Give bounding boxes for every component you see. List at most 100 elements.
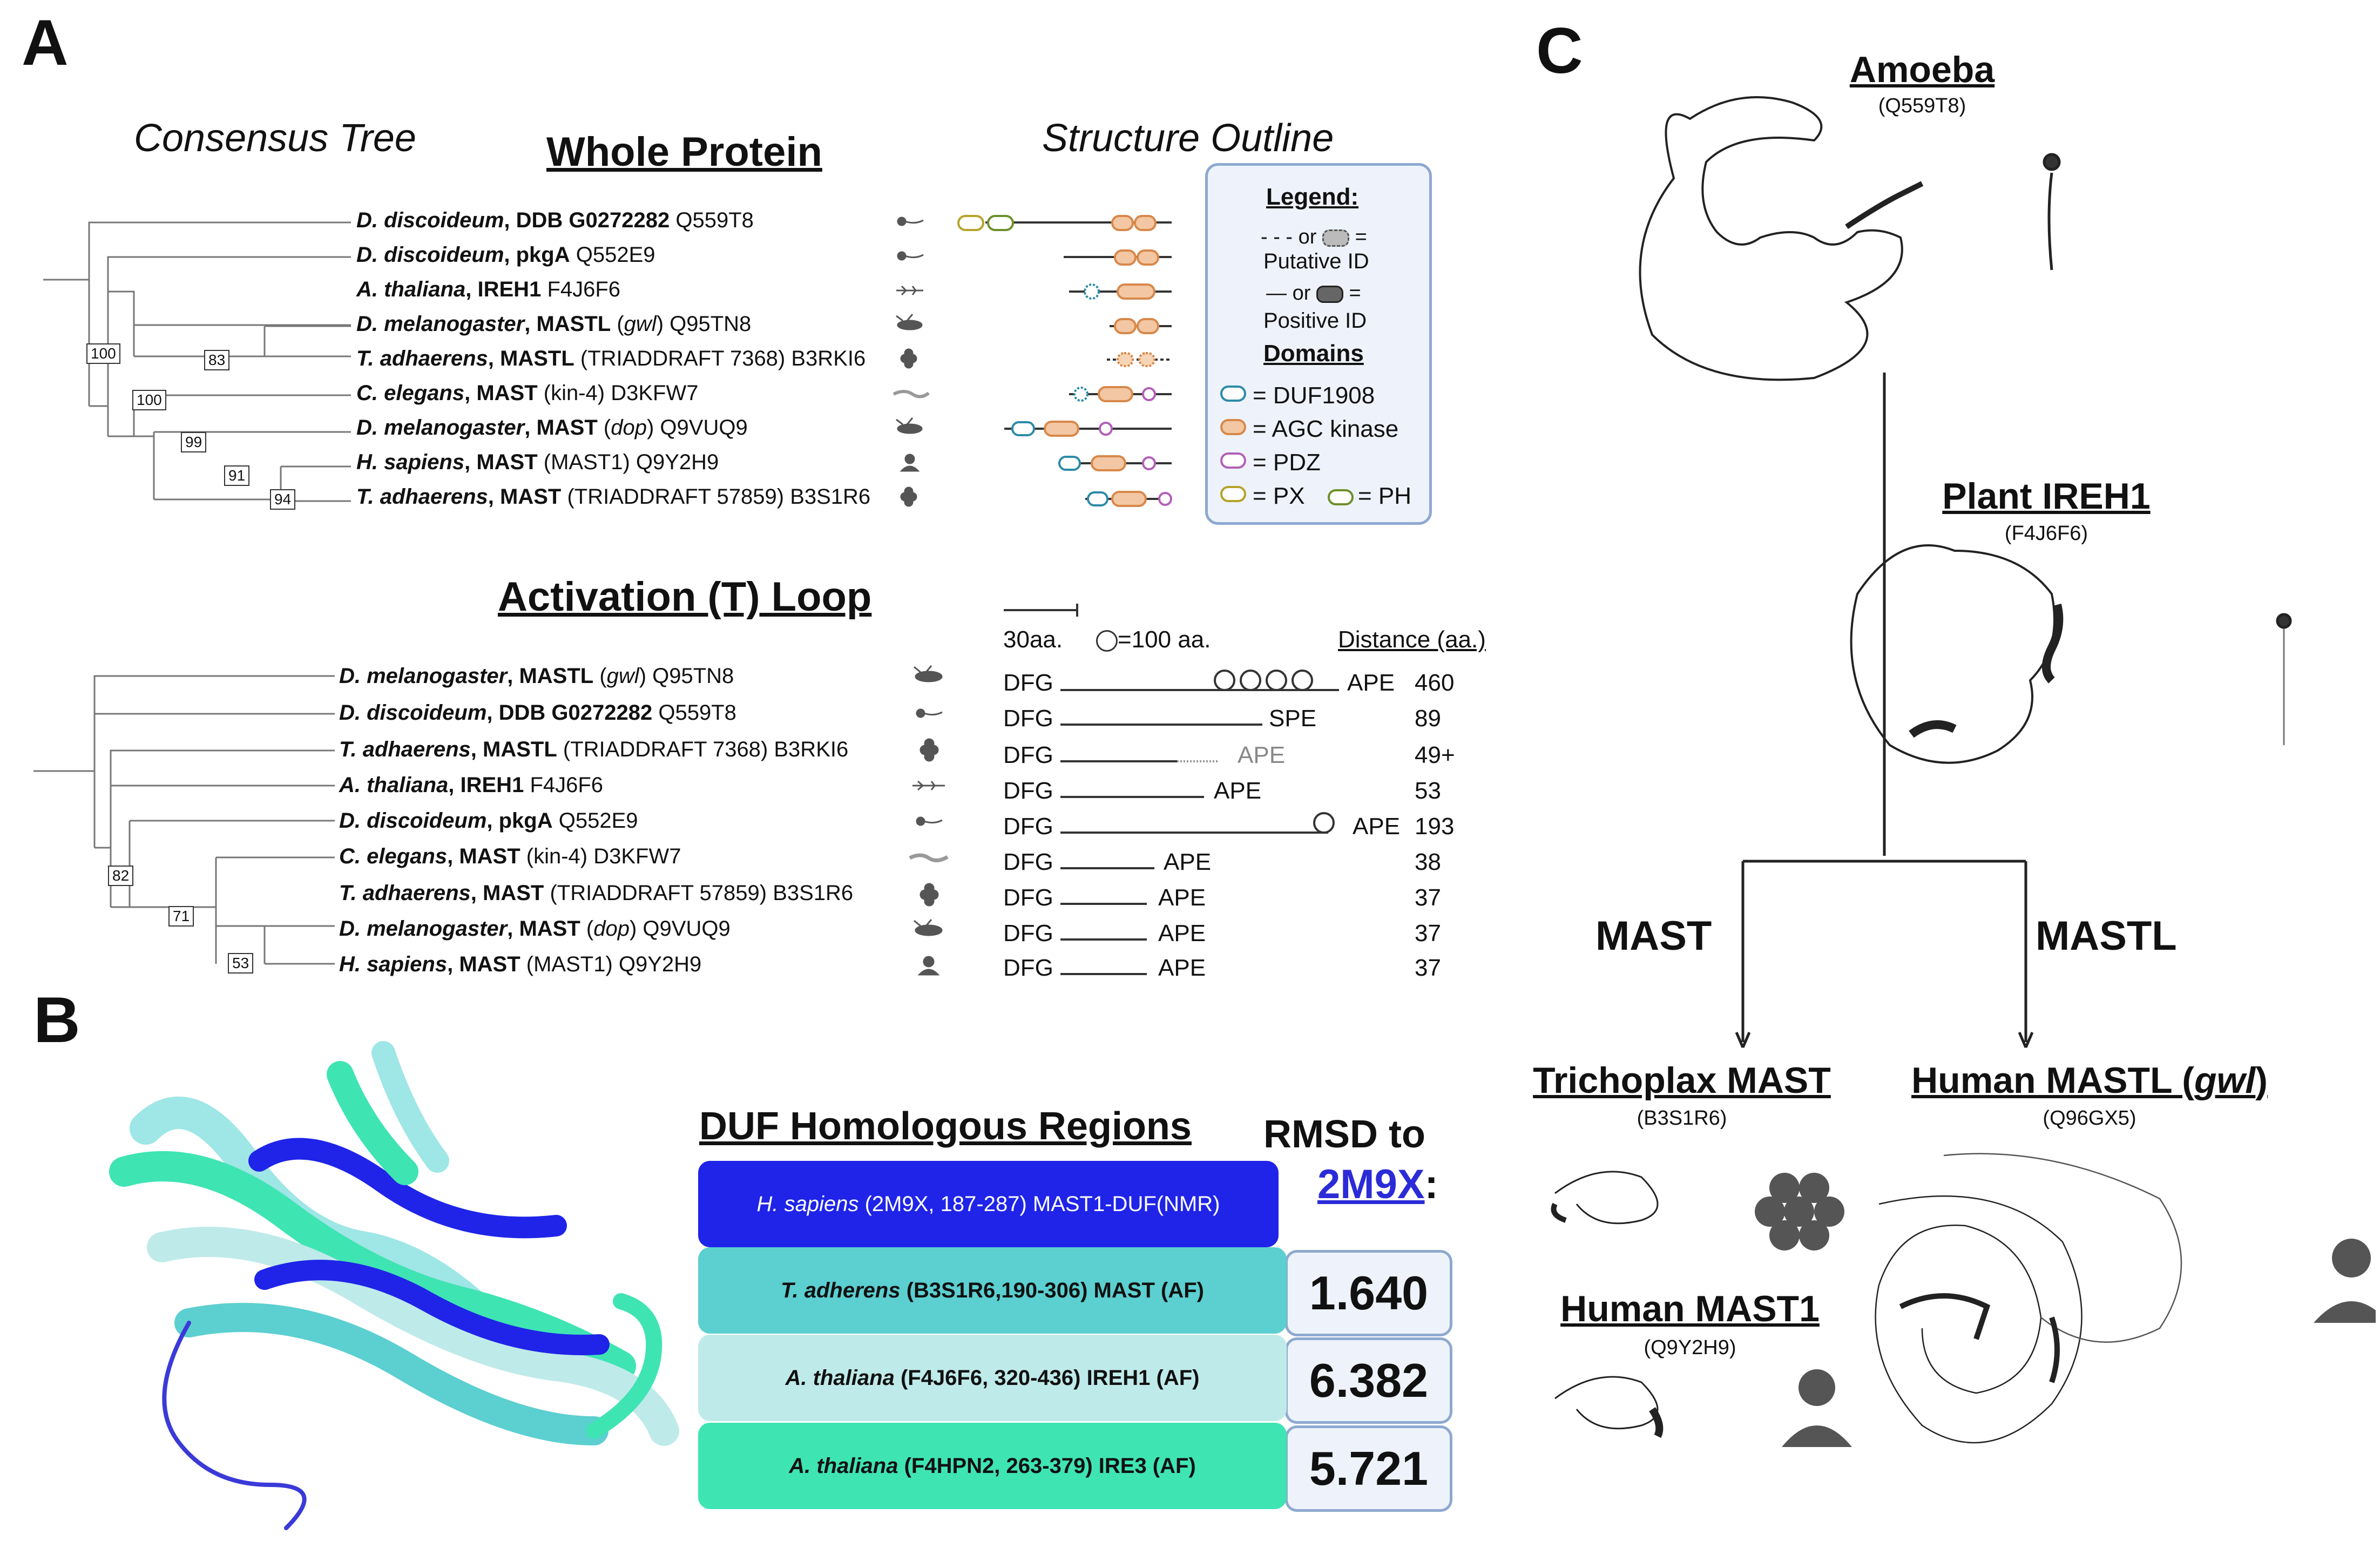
legend-putative-label: Putative ID	[1263, 249, 1369, 273]
structure-outline-heading: Structure Outline	[1042, 117, 1334, 160]
dfg-label: DFG	[1003, 884, 1053, 911]
plant-icon	[912, 780, 945, 791]
dfg-label: DFG	[1003, 920, 1053, 947]
distance-value: 49+	[1415, 742, 1455, 768]
panel-label-c: C	[1536, 15, 1583, 87]
amoeba-icon	[916, 816, 943, 826]
rmsd-value: 5.721	[1285, 1425, 1452, 1512]
fly-icon	[896, 417, 923, 434]
distance-value: 193	[1415, 813, 1455, 840]
amoeba-accession: (Q559T8)	[1878, 94, 1966, 117]
amoeba-icon	[897, 251, 924, 261]
fly-icon	[896, 314, 923, 330]
trichoplax-icon	[919, 738, 939, 762]
activation-row-label: T. adhaerens, MAST (TRIADDRAFT 57859) B3…	[339, 881, 854, 905]
human-mastl-accession: (Q96GX5)	[2043, 1107, 2136, 1130]
bootstrap-label: 91	[224, 465, 250, 486]
end-motif-label: APE	[1158, 955, 1206, 981]
whole-row-label: T. adhaerens, MAST (TRIADDRAFT 57859) B3…	[356, 485, 871, 509]
legend-agc-label: = AGC kinase	[1253, 416, 1399, 442]
plant-title: Plant IREH1	[1942, 476, 2151, 517]
bootstrap-label: 94	[270, 489, 296, 510]
trichoplax-icon	[919, 883, 939, 907]
legend-positive-label: Positive ID	[1263, 309, 1367, 333]
end-motif-label: APE	[1347, 670, 1395, 696]
activation-row-label: H. sapiens, MAST (MAST1) Q9Y2H9	[339, 952, 702, 976]
activation-icons	[909, 665, 949, 976]
end-motif-label: APE	[1214, 778, 1262, 804]
legend-title: Legend:	[1266, 184, 1359, 210]
distance-value: 89	[1415, 705, 1441, 732]
rmsd-value: 1.640	[1285, 1250, 1452, 1336]
duf-row: T. adherens (B3S1R6,190-306) MAST (AF)	[698, 1247, 1287, 1334]
human-icon	[917, 956, 940, 976]
legend-putative-row: - - - or =	[1261, 226, 1367, 248]
whole-row-label: H. sapiens, MAST (MAST1) Q9Y2H9	[356, 450, 719, 474]
whole-row-label: T. adhaerens, MASTL (TRIADDRAFT 7368) B3…	[356, 347, 866, 370]
end-motif-label: APE	[1164, 849, 1212, 875]
bootstrap-label: 82	[108, 866, 134, 886]
dfg-label: DFG	[1003, 778, 1053, 804]
whole-row-label: D. discoideum, pkgA Q552E9	[356, 243, 655, 267]
trichoplax-accession: (B3S1R6)	[1637, 1107, 1727, 1130]
human-mastl-title: Human MASTL (gwl)	[1911, 1060, 2268, 1101]
distance-value: 460	[1415, 670, 1455, 696]
trichoplax-title: Trichoplax MAST	[1533, 1060, 1831, 1101]
distance-value: 38	[1415, 849, 1441, 875]
whole-row-label: C. elegans, MAST (kin-4) D3KFW7	[356, 381, 699, 405]
bootstrap-label: 83	[204, 350, 230, 370]
rmsd-value: 6.382	[1285, 1337, 1452, 1424]
distance-value: 37	[1415, 884, 1441, 911]
legend-duf-label: = DUF1908	[1253, 382, 1375, 409]
bootstrap-label: 100	[132, 390, 166, 410]
human-mast1-accession: (Q9Y2H9)	[1644, 1336, 1736, 1359]
activation-row-label: A. thaliana, IREH1 F4J6F6	[339, 773, 604, 797]
activation-row-label: C. elegans, MAST (kin-4) D3KFW7	[339, 844, 681, 868]
whole-row-label: D. melanogaster, MAST (dop) Q9VUQ9	[356, 416, 748, 440]
duf-row-reference: H. sapiens (2M9X, 187-287) MAST1-DUF(NMR…	[698, 1161, 1279, 1247]
bootstrap-label: 100	[86, 343, 120, 364]
bootstrap-label: 71	[168, 906, 194, 927]
panel-label-b: B	[33, 984, 80, 1056]
structure-outline-svg	[892, 215, 1172, 507]
protein-overlay-image	[109, 1041, 679, 1530]
scale-bar	[1004, 604, 1078, 617]
dfg-label: DFG	[1003, 670, 1053, 696]
duf-row: A. thaliana (F4J6F6, 320-436) IREH1 (AF)	[698, 1335, 1287, 1421]
dfg-label: DFG	[1003, 955, 1053, 981]
end-motif-label: APE	[1158, 884, 1206, 911]
scale-label: 30aa.	[1003, 626, 1063, 653]
distance-value: 37	[1415, 920, 1441, 947]
trichoplax-icon	[900, 486, 917, 507]
duf-title: DUF Homologous Regions	[699, 1105, 1192, 1148]
whole-protein-heading: Whole Protein	[546, 129, 822, 175]
circle-scale-label: =100 aa.	[1096, 626, 1211, 653]
whole-row-label: D. discoideum, DDB G0272282 Q559T8	[356, 208, 754, 232]
panel-c-svg	[1551, 96, 2376, 1447]
activation-row-label: D. discoideum, pkgA Q552E9	[339, 809, 638, 833]
legend-ph-swatch	[1328, 489, 1354, 505]
rmsd-ref-link[interactable]: 2M9X	[1317, 1161, 1425, 1207]
human-icon	[900, 454, 920, 472]
fly-icon	[914, 665, 943, 682]
plant-icon	[896, 285, 923, 296]
legend-domains-title: Domains	[1263, 340, 1364, 367]
amoeba-icon	[897, 217, 924, 226]
duf-row: A. thaliana (F4HPN2, 263-379) IRE3 (AF)	[698, 1423, 1287, 1509]
dfg-label: DFG	[1003, 742, 1053, 768]
panel-label-a: A	[22, 6, 69, 79]
legend-ph-label: = PH	[1358, 483, 1412, 509]
worm-icon	[892, 390, 930, 398]
end-motif-label: APE	[1238, 742, 1286, 768]
legend-px-label: = PX	[1253, 483, 1305, 509]
activation-row-label: T. adhaerens, MASTL (TRIADDRAFT 7368) B3…	[339, 738, 849, 761]
dfg-label: DFG	[1003, 813, 1053, 840]
dfg-label: DFG	[1003, 705, 1053, 732]
end-motif-label: APE	[1158, 920, 1206, 947]
activation-lines	[1060, 670, 1339, 975]
plant-accession: (F4J6F6)	[2004, 522, 2088, 545]
trichoplax-icon	[900, 348, 917, 369]
dfg-label: DFG	[1003, 849, 1053, 875]
rmsd-ref: 2M9X:	[1317, 1161, 1438, 1207]
activation-row-label: D. discoideum, DDB G0272282 Q559T8	[339, 701, 736, 725]
